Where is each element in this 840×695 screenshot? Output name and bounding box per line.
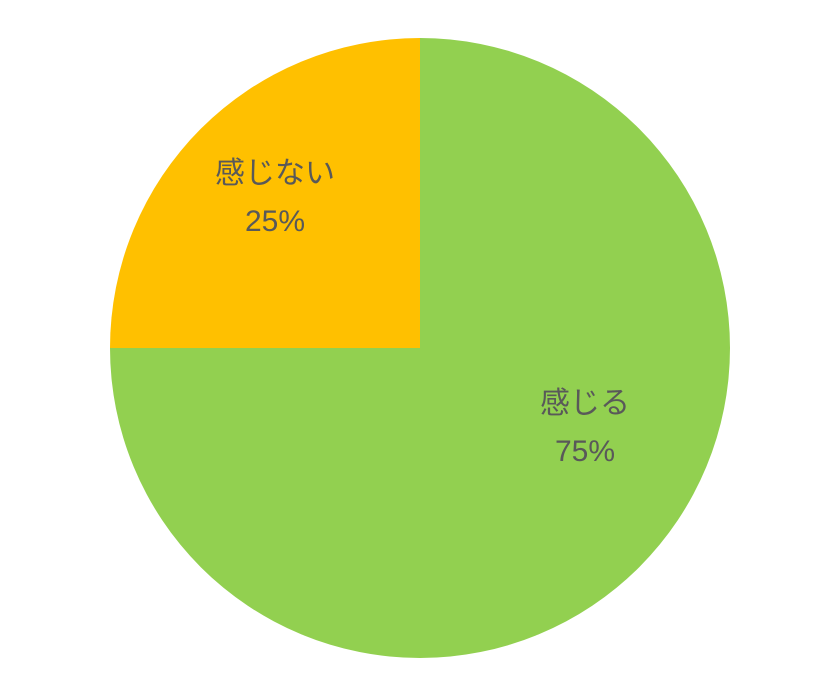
slice-label-1: 感じない 25%	[215, 150, 335, 246]
slice-label-0: 感じる 75%	[540, 380, 630, 476]
slice-label-0-pct: 75%	[540, 428, 630, 476]
slice-label-1-text: 感じない	[215, 150, 335, 198]
slice-label-1-pct: 25%	[215, 198, 335, 246]
slice-label-0-text: 感じる	[540, 380, 630, 428]
pie-chart-container: 感じる 75% 感じない 25%	[0, 0, 840, 695]
pie-chart-svg	[110, 38, 730, 658]
